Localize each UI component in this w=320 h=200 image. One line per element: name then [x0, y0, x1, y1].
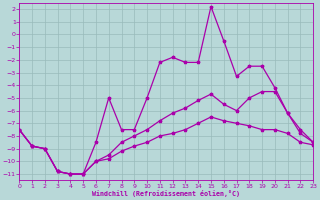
- X-axis label: Windchill (Refroidissement éolien,°C): Windchill (Refroidissement éolien,°C): [92, 190, 240, 197]
